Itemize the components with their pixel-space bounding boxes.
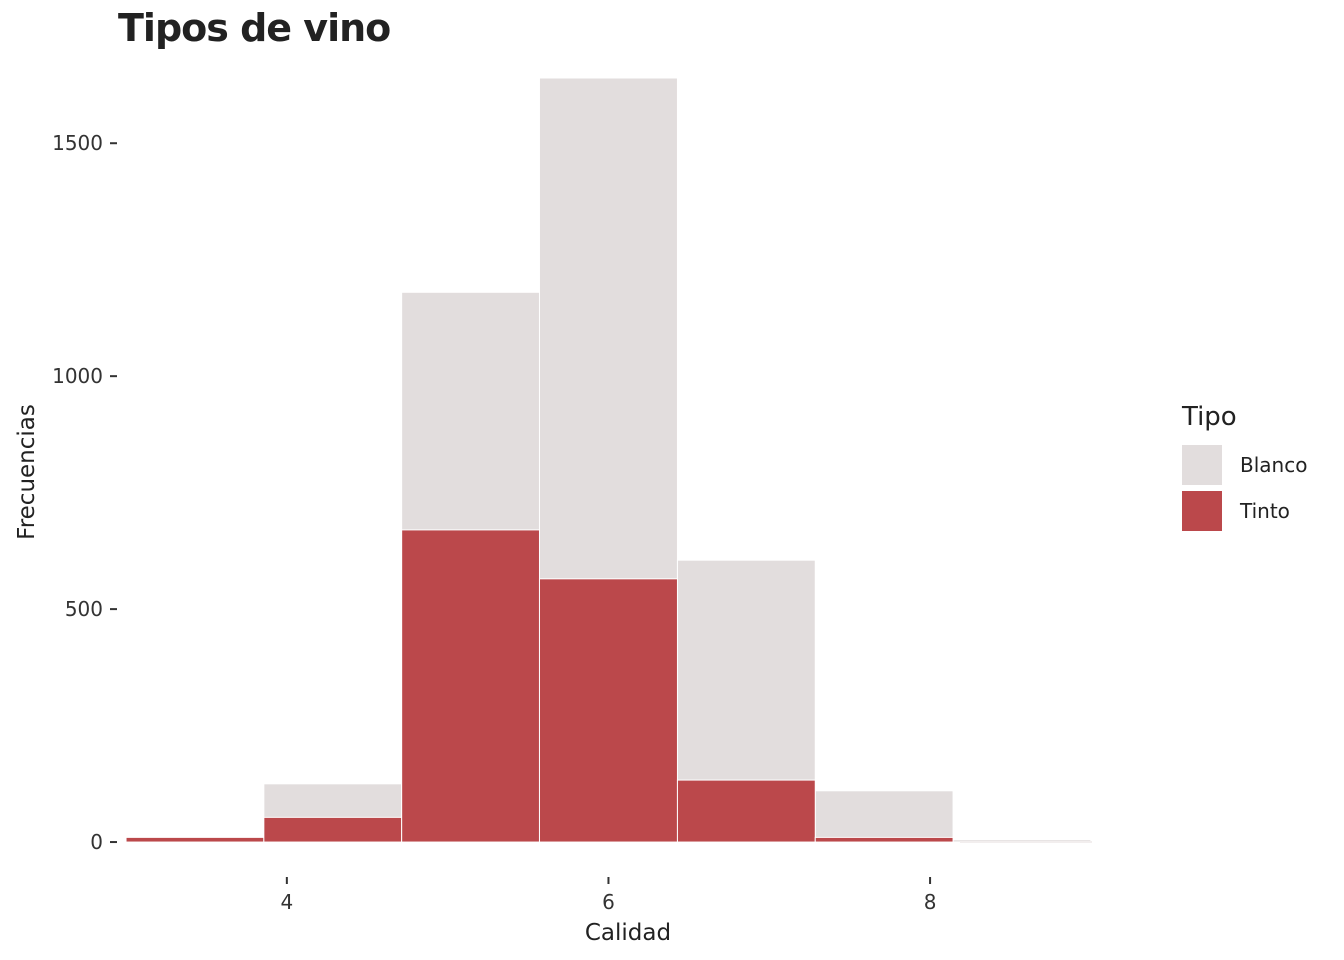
bar-tinto-3 — [538, 578, 678, 843]
legend-label-tinto: Tinto — [1240, 499, 1290, 523]
bar-blanco-5 — [814, 790, 954, 843]
bar-tinto-4 — [676, 779, 816, 843]
legend-label-blanco: Blanco — [1240, 453, 1308, 477]
y-tick-label-1000: 1000 — [52, 364, 103, 388]
chart-title: Tipos de vino — [118, 6, 391, 50]
x-axis: 4 6 8 — [280, 877, 936, 914]
legend-item-blanco: Blanco — [1182, 442, 1307, 488]
legend: Tipo Blanco Tinto — [1182, 402, 1307, 534]
y-axis: 0 500 1000 1500 — [52, 131, 117, 854]
y-tick-label-0: 0 — [90, 830, 103, 854]
legend-item-tinto: Tinto — [1182, 488, 1307, 534]
bar-tinto-1 — [263, 816, 403, 843]
x-tick-label-6: 6 — [602, 890, 615, 914]
bar-tinto-2 — [401, 529, 540, 843]
y-tick-label-1500: 1500 — [52, 131, 103, 155]
legend-swatch-tinto — [1182, 491, 1222, 531]
x-axis-title: Calidad — [585, 920, 671, 946]
y-axis-title: Frecuencias — [14, 404, 40, 540]
series-tinto-bars — [125, 529, 1092, 844]
x-tick-label-4: 4 — [280, 890, 293, 914]
legend-title: Tipo — [1182, 402, 1237, 432]
x-tick-label-8: 8 — [924, 890, 937, 914]
bar-tinto-0 — [125, 836, 265, 843]
y-tick-label-500: 500 — [65, 597, 103, 621]
bar-tinto-5 — [814, 836, 954, 843]
legend-swatch-blanco — [1182, 445, 1222, 485]
